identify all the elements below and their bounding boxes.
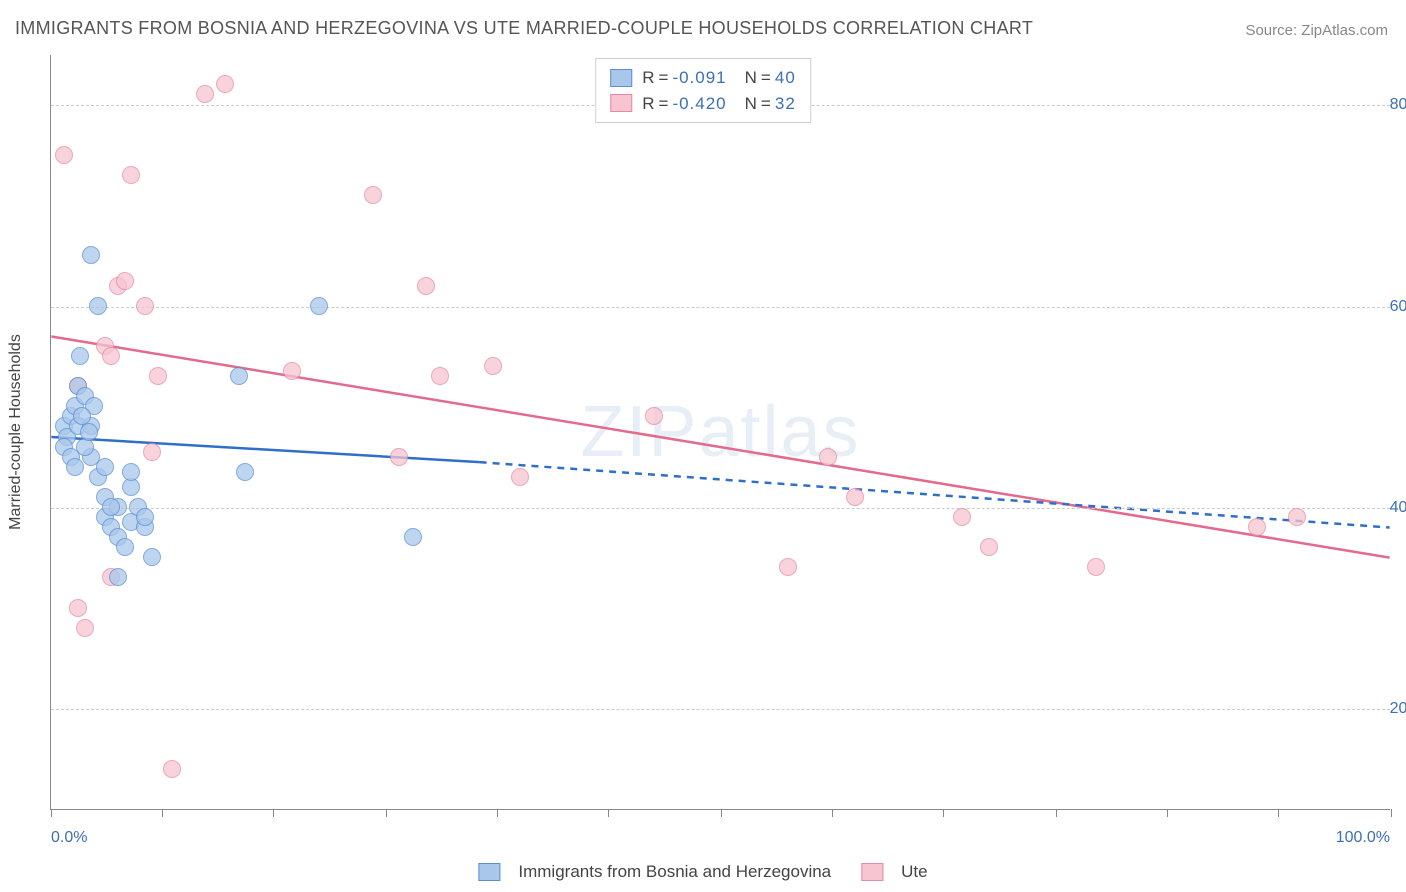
bottom-legend: Immigrants from Bosnia and Herzegovina U… — [478, 862, 927, 882]
legend-item-series1: Immigrants from Bosnia and Herzegovina — [478, 862, 831, 882]
x-tick — [832, 809, 833, 817]
legend-swatch-series1 — [478, 863, 500, 881]
scatter-point-series2 — [417, 277, 435, 295]
correlation-chart: IMMIGRANTS FROM BOSNIA AND HERZEGOVINA V… — [0, 0, 1406, 892]
scatter-point-series2 — [511, 468, 529, 486]
scatter-point-series2 — [102, 347, 120, 365]
x-tick — [1391, 809, 1392, 817]
scatter-point-series2 — [163, 760, 181, 778]
scatter-point-series2 — [283, 362, 301, 380]
scatter-point-series2 — [364, 186, 382, 204]
y-tick-label: 20.0% — [1390, 700, 1406, 718]
scatter-point-series2 — [122, 166, 140, 184]
legend-item-series2: Ute — [861, 862, 927, 882]
stats-row-series1: R = -0.091 N = 40 — [610, 65, 796, 91]
x-tick — [273, 809, 274, 817]
scatter-point-series1 — [310, 297, 328, 315]
scatter-point-series1 — [230, 367, 248, 385]
plot-area: Married-couple Households ZIPatlas 20.0%… — [50, 55, 1390, 810]
stats-legend: R = -0.091 N = 40 R = -0.420 N = 32 — [595, 58, 811, 123]
scatter-point-series2 — [149, 367, 167, 385]
gridline — [51, 307, 1390, 308]
scatter-point-series1 — [404, 528, 422, 546]
scatter-point-series1 — [122, 463, 140, 481]
gridline — [51, 709, 1390, 710]
y-tick-label: 40.0% — [1390, 499, 1406, 517]
scatter-point-series1 — [71, 347, 89, 365]
r-value-s1: -0.091 — [672, 65, 726, 91]
scatter-point-series1 — [82, 246, 100, 264]
scatter-point-series2 — [116, 272, 134, 290]
source-label: Source: ZipAtlas.com — [1245, 22, 1388, 39]
scatter-point-series2 — [779, 558, 797, 576]
scatter-point-series2 — [1248, 518, 1266, 536]
legend-label-series2: Ute — [901, 862, 927, 882]
x-tick — [721, 809, 722, 817]
x-tick — [1056, 809, 1057, 817]
y-tick-label: 60.0% — [1390, 298, 1406, 316]
scatter-point-series2 — [76, 619, 94, 637]
x-axis-label-min: 0.0% — [51, 829, 87, 847]
r-value-s2: -0.420 — [672, 91, 726, 117]
scatter-point-series2 — [55, 146, 73, 164]
scatter-point-series1 — [66, 458, 84, 476]
scatter-point-series2 — [846, 488, 864, 506]
scatter-point-series2 — [953, 508, 971, 526]
chart-title: IMMIGRANTS FROM BOSNIA AND HERZEGOVINA V… — [15, 18, 1033, 39]
gridline — [51, 508, 1390, 509]
scatter-point-series2 — [390, 448, 408, 466]
scatter-point-series2 — [216, 75, 234, 93]
watermark: ZIPatlas — [580, 391, 860, 473]
scatter-point-series2 — [819, 448, 837, 466]
x-tick — [386, 809, 387, 817]
scatter-point-series1 — [73, 407, 91, 425]
scatter-point-series1 — [102, 498, 120, 516]
scatter-point-series2 — [196, 85, 214, 103]
scatter-point-series1 — [136, 508, 154, 526]
scatter-point-series1 — [116, 538, 134, 556]
legend-label-series1: Immigrants from Bosnia and Herzegovina — [518, 862, 831, 882]
y-tick-label: 80.0% — [1390, 96, 1406, 114]
x-tick — [1167, 809, 1168, 817]
x-tick — [162, 809, 163, 817]
stats-row-series2: R = -0.420 N = 32 — [610, 91, 796, 117]
scatter-point-series1 — [89, 297, 107, 315]
x-tick — [1278, 809, 1279, 817]
scatter-point-series2 — [484, 357, 502, 375]
scatter-point-series1 — [109, 568, 127, 586]
scatter-point-series2 — [1288, 508, 1306, 526]
n-value-s2: 32 — [775, 91, 796, 117]
scatter-point-series1 — [96, 458, 114, 476]
x-tick — [497, 809, 498, 817]
scatter-point-series2 — [69, 599, 87, 617]
swatch-series2 — [610, 94, 632, 112]
legend-swatch-series2 — [861, 863, 883, 881]
scatter-point-series1 — [143, 548, 161, 566]
swatch-series1 — [610, 69, 632, 87]
scatter-point-series2 — [645, 407, 663, 425]
scatter-point-series1 — [236, 463, 254, 481]
scatter-point-series2 — [1087, 558, 1105, 576]
x-axis-label-max: 100.0% — [1336, 829, 1390, 847]
x-tick — [51, 809, 52, 817]
trend-lines-layer — [51, 55, 1390, 809]
x-tick — [943, 809, 944, 817]
scatter-point-series2 — [980, 538, 998, 556]
scatter-point-series2 — [431, 367, 449, 385]
y-axis-title: Married-couple Households — [7, 334, 25, 530]
n-value-s1: 40 — [775, 65, 796, 91]
x-tick — [608, 809, 609, 817]
scatter-point-series2 — [143, 443, 161, 461]
scatter-point-series2 — [136, 297, 154, 315]
